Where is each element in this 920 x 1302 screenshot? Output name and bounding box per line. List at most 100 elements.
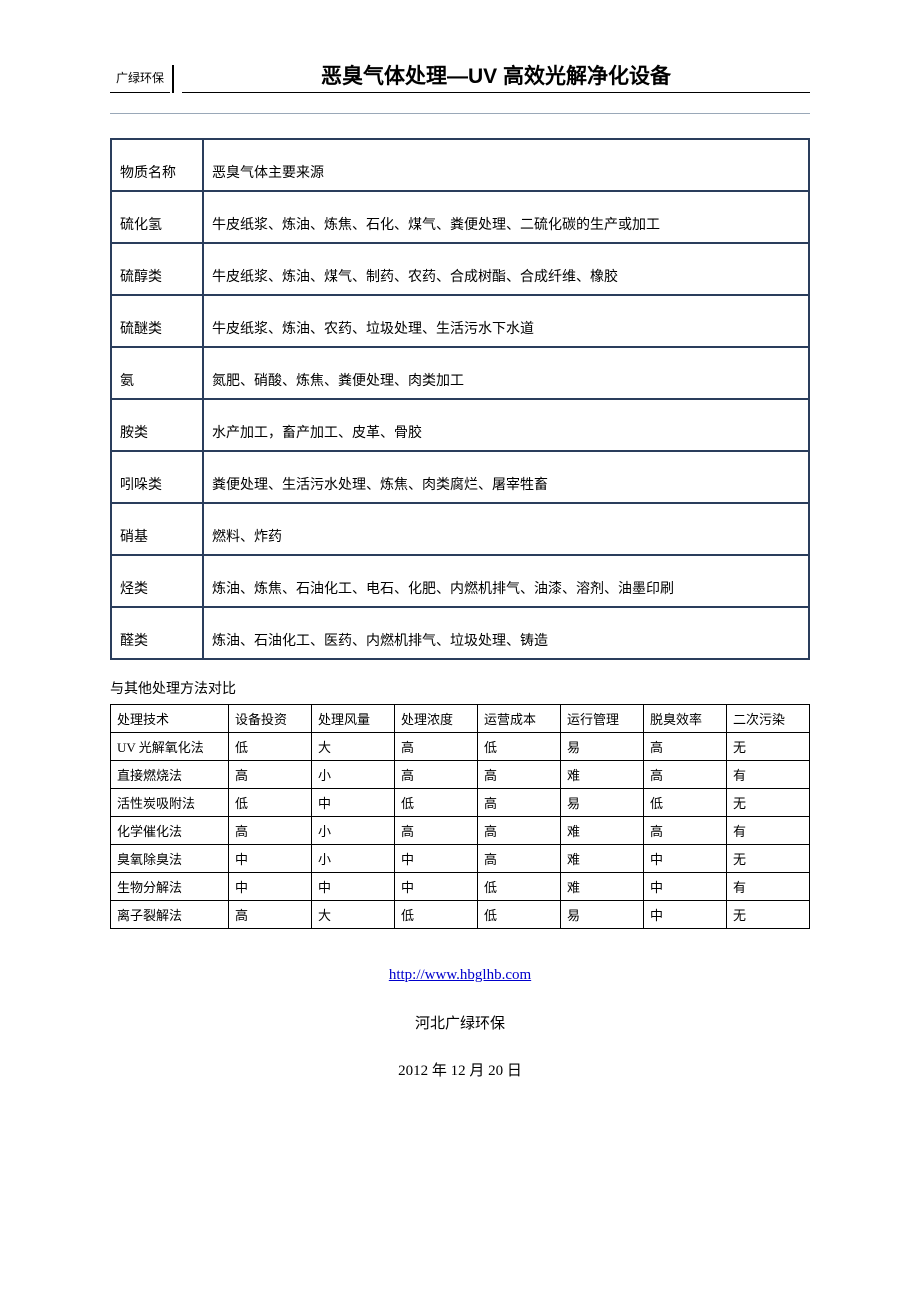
table-row: 物质名称恶臭气体主要来源 — [111, 139, 809, 191]
footer-date: 2012 年 12 月 20 日 — [110, 1059, 810, 1080]
compare-value-cell: 高 — [478, 845, 561, 873]
compare-value-cell: 高 — [644, 817, 727, 845]
odor-name-cell: 硫化氢 — [111, 191, 203, 243]
compare-value-cell: 中 — [395, 873, 478, 901]
odor-source-cell: 氮肥、硝酸、炼焦、粪便处理、肉类加工 — [203, 347, 809, 399]
header-org-label: 广绿环保 — [110, 69, 170, 93]
compare-value-cell: 高 — [395, 733, 478, 761]
table-row: 直接燃烧法高小高高难高有 — [111, 761, 810, 789]
compare-value-cell: 难 — [561, 845, 644, 873]
compare-value-cell: 高 — [478, 789, 561, 817]
odor-name-cell: 物质名称 — [111, 139, 203, 191]
compare-value-cell: 中 — [312, 873, 395, 901]
table-row: 硫醇类牛皮纸浆、炼油、煤气、制药、农药、合成树酯、合成纤维、橡胶 — [111, 243, 809, 295]
comparison-table: 处理技术设备投资处理风量处理浓度运营成本运行管理脱臭效率二次污染 UV 光解氧化… — [110, 704, 810, 929]
compare-col-header: 脱臭效率 — [644, 705, 727, 733]
compare-value-cell: 高 — [644, 733, 727, 761]
header-divider — [172, 65, 174, 93]
compare-value-cell: 大 — [312, 901, 395, 929]
compare-method-cell: 化学催化法 — [111, 817, 229, 845]
compare-value-cell: 高 — [644, 761, 727, 789]
table-row: 生物分解法中中中低难中有 — [111, 873, 810, 901]
compare-method-cell: 离子裂解法 — [111, 901, 229, 929]
table-row: 硫醚类牛皮纸浆、炼油、农药、垃圾处理、生活污水下水道 — [111, 295, 809, 347]
odor-name-cell: 氨 — [111, 347, 203, 399]
compare-value-cell: 低 — [478, 873, 561, 901]
compare-value-cell: 小 — [312, 817, 395, 845]
compare-value-cell: 易 — [561, 733, 644, 761]
compare-col-header: 处理风量 — [312, 705, 395, 733]
compare-value-cell: 中 — [229, 845, 312, 873]
page-header: 广绿环保 恶臭气体处理—UV 高效光解净化设备 — [110, 60, 810, 93]
compare-col-header: 处理技术 — [111, 705, 229, 733]
compare-value-cell: 高 — [229, 817, 312, 845]
table-row: 硝基燃料、炸药 — [111, 503, 809, 555]
odor-source-cell: 牛皮纸浆、炼油、农药、垃圾处理、生活污水下水道 — [203, 295, 809, 347]
odor-source-cell: 牛皮纸浆、炼油、煤气、制药、农药、合成树酯、合成纤维、橡胶 — [203, 243, 809, 295]
odor-name-cell: 硫醇类 — [111, 243, 203, 295]
compare-value-cell: 难 — [561, 817, 644, 845]
compare-value-cell: 高 — [395, 817, 478, 845]
compare-value-cell: 低 — [478, 901, 561, 929]
compare-value-cell: 大 — [312, 733, 395, 761]
compare-heading: 与其他处理方法对比 — [110, 678, 810, 698]
compare-value-cell: 难 — [561, 761, 644, 789]
document-page: 广绿环保 恶臭气体处理—UV 高效光解净化设备 物质名称恶臭气体主要来源硫化氢牛… — [0, 0, 920, 1186]
odor-source-cell: 粪便处理、生活污水处理、炼焦、肉类腐烂、屠宰牲畜 — [203, 451, 809, 503]
compare-col-header: 处理浓度 — [395, 705, 478, 733]
header-title-wrap: 恶臭气体处理—UV 高效光解净化设备 — [182, 60, 810, 93]
header-underline — [110, 113, 810, 114]
compare-value-cell: 低 — [395, 901, 478, 929]
odor-source-cell: 恶臭气体主要来源 — [203, 139, 809, 191]
compare-value-cell: 无 — [727, 901, 810, 929]
compare-value-cell: 易 — [561, 901, 644, 929]
compare-value-cell: 有 — [727, 873, 810, 901]
odor-source-table: 物质名称恶臭气体主要来源硫化氢牛皮纸浆、炼油、炼焦、石化、煤气、粪便处理、二硫化… — [110, 138, 810, 660]
odor-name-cell: 吲哚类 — [111, 451, 203, 503]
compare-value-cell: 中 — [312, 789, 395, 817]
table-row: UV 光解氧化法低大高低易高无 — [111, 733, 810, 761]
compare-col-header: 设备投资 — [229, 705, 312, 733]
compare-value-cell: 低 — [395, 789, 478, 817]
table-row: 硫化氢牛皮纸浆、炼油、炼焦、石化、煤气、粪便处理、二硫化碳的生产或加工 — [111, 191, 809, 243]
compare-value-cell: 高 — [478, 817, 561, 845]
compare-value-cell: 小 — [312, 761, 395, 789]
compare-value-cell: 低 — [478, 733, 561, 761]
table-row: 离子裂解法高大低低易中无 — [111, 901, 810, 929]
compare-value-cell: 高 — [229, 901, 312, 929]
compare-value-cell: 高 — [395, 761, 478, 789]
odor-name-cell: 胺类 — [111, 399, 203, 451]
table-row: 吲哚类粪便处理、生活污水处理、炼焦、肉类腐烂、屠宰牲畜 — [111, 451, 809, 503]
compare-col-header: 运营成本 — [478, 705, 561, 733]
compare-value-cell: 低 — [229, 789, 312, 817]
odor-source-cell: 炼油、石油化工、医药、内燃机排气、垃圾处理、铸造 — [203, 607, 809, 659]
odor-name-cell: 硫醚类 — [111, 295, 203, 347]
odor-name-cell: 硝基 — [111, 503, 203, 555]
compare-value-cell: 高 — [478, 761, 561, 789]
odor-name-cell: 烃类 — [111, 555, 203, 607]
footer-block: http://www.hbglhb.com 河北广绿环保 2012 年 12 月… — [110, 967, 810, 1080]
compare-col-header: 二次污染 — [727, 705, 810, 733]
compare-value-cell: 无 — [727, 789, 810, 817]
compare-method-cell: UV 光解氧化法 — [111, 733, 229, 761]
compare-value-cell: 中 — [644, 901, 727, 929]
compare-value-cell: 低 — [644, 789, 727, 817]
compare-value-cell: 难 — [561, 873, 644, 901]
page-title: 恶臭气体处理—UV 高效光解净化设备 — [321, 65, 671, 88]
compare-value-cell: 无 — [727, 845, 810, 873]
compare-value-cell: 无 — [727, 733, 810, 761]
compare-value-cell: 有 — [727, 761, 810, 789]
compare-value-cell: 高 — [229, 761, 312, 789]
compare-value-cell: 小 — [312, 845, 395, 873]
compare-value-cell: 易 — [561, 789, 644, 817]
table-row: 胺类水产加工，畜产加工、皮革、骨胶 — [111, 399, 809, 451]
footer-url-link[interactable]: http://www.hbglhb.com — [389, 967, 531, 984]
odor-source-cell: 水产加工，畜产加工、皮革、骨胶 — [203, 399, 809, 451]
compare-value-cell: 中 — [644, 873, 727, 901]
odor-source-cell: 牛皮纸浆、炼油、炼焦、石化、煤气、粪便处理、二硫化碳的生产或加工 — [203, 191, 809, 243]
compare-value-cell: 低 — [229, 733, 312, 761]
table-row: 化学催化法高小高高难高有 — [111, 817, 810, 845]
table-row: 活性炭吸附法低中低高易低无 — [111, 789, 810, 817]
compare-value-cell: 中 — [229, 873, 312, 901]
compare-value-cell: 中 — [644, 845, 727, 873]
